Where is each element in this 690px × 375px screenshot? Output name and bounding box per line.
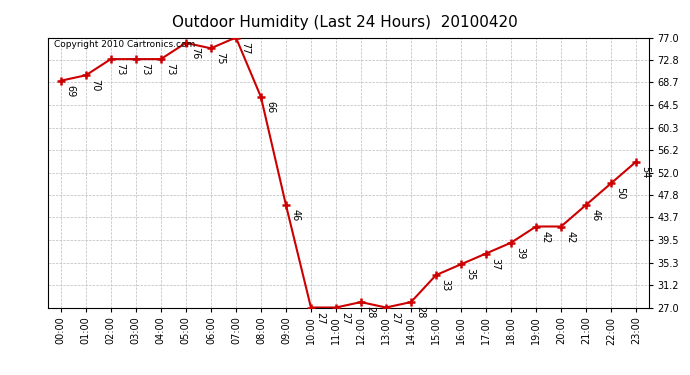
Text: 27: 27	[340, 312, 350, 324]
Text: 46: 46	[290, 209, 300, 221]
Text: 73: 73	[115, 63, 125, 76]
Text: 76: 76	[190, 47, 200, 60]
Text: 27: 27	[315, 312, 325, 324]
Text: 42: 42	[540, 231, 550, 243]
Text: 50: 50	[615, 188, 625, 200]
Text: 54: 54	[640, 166, 650, 178]
Text: 73: 73	[165, 63, 175, 76]
Text: 77: 77	[240, 42, 250, 54]
Text: 33: 33	[440, 279, 450, 291]
Text: 75: 75	[215, 53, 225, 65]
Text: 28: 28	[365, 306, 375, 319]
Text: 37: 37	[490, 258, 500, 270]
Text: 66: 66	[265, 101, 275, 113]
Text: 35: 35	[465, 268, 475, 281]
Text: 39: 39	[515, 247, 525, 259]
Text: 27: 27	[390, 312, 400, 324]
Text: 46: 46	[590, 209, 600, 221]
Text: 42: 42	[565, 231, 575, 243]
Text: 69: 69	[65, 85, 75, 97]
Text: Outdoor Humidity (Last 24 Hours)  20100420: Outdoor Humidity (Last 24 Hours) 2010042…	[172, 15, 518, 30]
Text: 73: 73	[140, 63, 150, 76]
Text: 28: 28	[415, 306, 425, 319]
Text: Copyright 2010 Cartronics.com: Copyright 2010 Cartronics.com	[55, 40, 195, 49]
Text: 70: 70	[90, 80, 100, 92]
